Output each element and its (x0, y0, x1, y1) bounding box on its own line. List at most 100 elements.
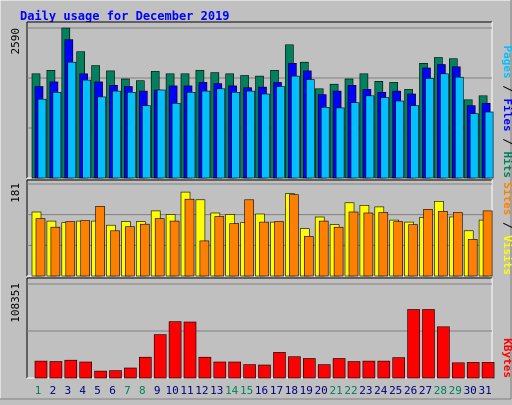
pages-bar-day-26 (410, 105, 419, 179)
pages-bar-day-5 (97, 96, 106, 179)
day-label-18: 18 (285, 384, 298, 397)
pages-bar-day-20 (320, 107, 330, 179)
kbytes-bar-day-28 (437, 326, 450, 379)
pages-bar-day-28 (440, 73, 449, 179)
sites-bar-day-13 (214, 216, 225, 277)
kbytes-bar-day-22 (347, 361, 361, 379)
bottom-axis-max-label: 108351 (9, 283, 22, 323)
day-label-12: 12 (195, 384, 208, 397)
pages-bar-day-8 (142, 105, 151, 179)
day-label-13: 13 (210, 384, 223, 397)
day-label-3: 3 (64, 384, 71, 397)
sites-bar-day-17 (274, 221, 284, 277)
kbytes-bar-day-19 (302, 358, 316, 379)
kbytes-bar-day-8 (139, 356, 152, 379)
sites-bar-day-1 (35, 218, 46, 277)
sites-bar-day-10 (169, 220, 180, 277)
day-label-4: 4 (79, 384, 86, 397)
kbytes-bar-day-15 (243, 364, 256, 379)
kbytes-bar-day-29 (451, 362, 465, 379)
kbytes-bar-day-6 (109, 370, 122, 379)
sites-bar-day-24 (378, 212, 389, 277)
sites-bar-day-31 (482, 210, 493, 277)
sites-bar-day-9 (154, 218, 165, 277)
sites-bar-day-29 (452, 212, 463, 277)
day-label-15: 15 (240, 384, 253, 397)
kbytes-legend: KBytes (501, 338, 512, 378)
pages-bar-day-9 (156, 89, 166, 179)
kbytes-bar-day-30 (466, 362, 480, 379)
day-label-20: 20 (315, 384, 328, 397)
day-label-23: 23 (359, 384, 372, 397)
sites-bar-day-23 (363, 212, 374, 277)
sites-bar-day-27 (423, 209, 433, 277)
day-label-1: 1 (35, 384, 42, 397)
hits-files-pages-legend: Pages / Files / Hits (501, 46, 512, 179)
pages-bar-day-16 (261, 93, 270, 179)
day-label-14: 14 (225, 384, 239, 397)
pages-bar-day-11 (186, 92, 196, 179)
day-label-19: 19 (300, 384, 313, 397)
pages-bar-day-13 (216, 88, 226, 179)
top-legend-part-0: Pages (501, 46, 512, 79)
sites-bar-day-8 (140, 223, 150, 277)
chart-bars (31, 27, 495, 379)
day-label-25: 25 (389, 384, 402, 397)
kbytes-bar-day-2 (49, 361, 63, 379)
pages-bar-day-15 (246, 90, 255, 179)
bottom-legend-part-0: KBytes (501, 338, 512, 378)
pages-bar-day-18 (291, 75, 300, 179)
kbytes-bar-day-18 (288, 356, 301, 379)
kbytes-bar-day-4 (79, 361, 92, 379)
pages-bar-day-17 (276, 86, 285, 179)
pages-bar-day-14 (231, 92, 240, 179)
sites-bar-day-5 (95, 206, 105, 277)
day-label-9: 9 (154, 384, 161, 397)
day-label-11: 11 (180, 384, 193, 397)
kbytes-bar-day-3 (64, 359, 78, 379)
sites-bar-day-15 (244, 199, 254, 277)
sites-bar-day-18 (289, 194, 299, 277)
day-label-28: 28 (434, 384, 447, 397)
top-axis-max-label: 2590 (9, 28, 22, 55)
top-legend-part-1: / (501, 79, 512, 99)
sites-bar-day-12 (199, 240, 210, 277)
kbytes-bar-day-23 (362, 360, 376, 379)
day-label-29: 29 (449, 384, 462, 397)
kbytes-bar-day-27 (422, 309, 435, 379)
pages-bar-day-1 (37, 98, 47, 179)
mid-legend-part-0: Sites (501, 182, 512, 215)
sites-bar-day-26 (408, 224, 418, 277)
pages-bar-day-24 (380, 97, 390, 179)
day-label-5: 5 (94, 384, 101, 397)
day-label-8: 8 (139, 384, 146, 397)
day-label-2: 2 (50, 384, 57, 397)
sites-bar-day-28 (438, 211, 448, 277)
kbytes-bar-day-26 (407, 309, 420, 379)
pages-bar-day-10 (171, 103, 181, 179)
mid-legend-part-1: / (501, 215, 512, 235)
day-label-31: 31 (478, 384, 491, 397)
mid-axis-max-label: 181 (9, 183, 22, 203)
day-label-16: 16 (255, 384, 268, 397)
kbytes-bar-day-1 (34, 360, 48, 379)
pages-bar-day-27 (425, 78, 434, 179)
sites-bar-day-4 (80, 220, 90, 277)
day-label-26: 26 (404, 384, 417, 397)
pages-bar-day-31 (484, 111, 494, 179)
kbytes-bar-day-24 (377, 360, 391, 379)
sites-bar-day-25 (393, 221, 404, 277)
kbytes-bar-day-16 (258, 364, 271, 379)
sites-bar-day-21 (333, 226, 344, 277)
sites-bar-day-30 (467, 239, 478, 277)
day-label-17: 17 (270, 384, 283, 397)
kbytes-bar-day-31 (481, 362, 495, 379)
kbytes-bar-day-25 (392, 357, 406, 379)
kbytes-bar-day-20 (317, 364, 331, 379)
pages-bar-day-21 (335, 107, 345, 179)
pages-bar-day-22 (350, 102, 360, 179)
top-legend-part-2: Files (501, 99, 512, 132)
kbytes-bar-day-5 (94, 370, 107, 379)
pages-bar-day-25 (395, 100, 405, 179)
day-label-10: 10 (165, 384, 178, 397)
